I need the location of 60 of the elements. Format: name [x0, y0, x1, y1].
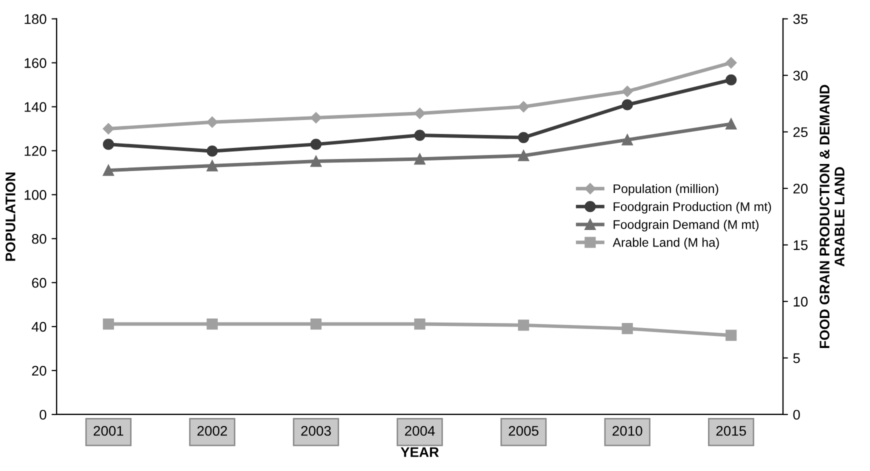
x-axis-title: YEAR [400, 447, 439, 457]
y-tick-label: 100 [24, 190, 46, 200]
y-tick-label: 60 [32, 278, 46, 288]
point [622, 86, 633, 97]
y-tick-label: 20 [32, 366, 46, 376]
point [102, 123, 114, 134]
y2-tick-label: 5 [793, 353, 800, 364]
point [102, 164, 114, 176]
legend-label: Population (million) [614, 184, 718, 196]
point [518, 132, 530, 144]
point [414, 108, 426, 119]
legend-label: Foodgrain Demand (M mt) [614, 220, 758, 232]
point [310, 156, 322, 167]
y-tick-label: 0 [40, 410, 46, 420]
y-tick-label: 80 [32, 234, 46, 244]
point [414, 318, 426, 330]
point [206, 146, 218, 157]
y2-tick-label: 10 [794, 296, 808, 307]
legend-label: Foodgrain Production (M mt) [614, 202, 771, 214]
y2-tick-label: 25 [793, 127, 808, 138]
x-tick-label: 2002 [197, 426, 227, 436]
point [726, 74, 737, 86]
point [726, 118, 737, 130]
point [622, 323, 633, 334]
x-tick-label: 2001 [94, 426, 124, 436]
point [310, 112, 322, 124]
y-tick-label: 140 [24, 102, 46, 112]
y2-axis-title: FOOD GRAIN PRODUCTION & DEMAND ARABLE LAND [820, 84, 844, 348]
point [102, 318, 114, 330]
point [726, 330, 737, 341]
y2-tick-label: 30 [793, 70, 808, 81]
x-tick-label: 2010 [612, 426, 642, 436]
point [622, 99, 633, 110]
point [622, 134, 633, 146]
point [518, 320, 530, 331]
y-tick-label: 120 [24, 146, 46, 156]
x-tick-label: 2004 [405, 426, 435, 436]
point [310, 138, 322, 150]
point [414, 153, 426, 165]
y2-tick-label: 0 [793, 410, 800, 420]
y-tick-label: 160 [24, 58, 46, 68]
x-tick-label: 2003 [301, 426, 331, 436]
legend-label: Arable Land (M ha) [612, 238, 719, 250]
point [518, 101, 530, 112]
y2-tick-label: 15 [794, 240, 808, 250]
y-axis-title: POPULATION [6, 172, 16, 261]
point [206, 160, 218, 172]
x-tick-label: 2015 [716, 426, 746, 436]
point [518, 150, 530, 162]
y2-tick-label: 35 [793, 14, 808, 24]
point [726, 57, 737, 68]
point [206, 116, 218, 128]
point [102, 138, 114, 150]
x-tick-label: 2005 [508, 426, 538, 436]
point [310, 318, 322, 330]
y2-tick-label: 20 [793, 184, 808, 194]
y-tick-label: 40 [32, 322, 46, 332]
point [414, 130, 426, 141]
y-tick-label: 180 [24, 14, 46, 24]
point [206, 318, 218, 330]
